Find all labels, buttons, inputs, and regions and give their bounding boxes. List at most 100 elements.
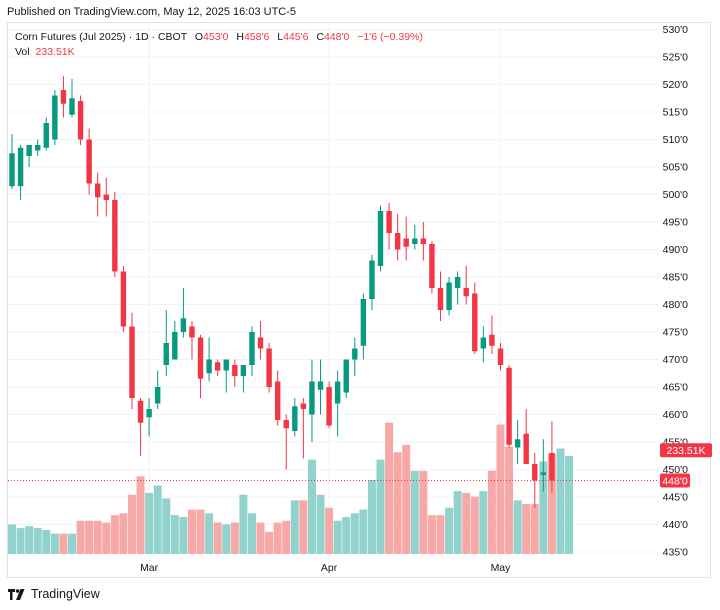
volume-bar (162, 498, 171, 554)
tradingview-brand[interactable]: TradingView (8, 587, 100, 601)
volume-bar (445, 507, 454, 554)
candle-body (69, 98, 75, 115)
candle-body (352, 348, 358, 360)
volume-bar (145, 492, 154, 554)
volume-bar (273, 522, 282, 554)
y-tick-label: 460'0 (663, 409, 689, 421)
volume-bar (367, 480, 376, 554)
y-tick-label: 440'0 (663, 519, 689, 531)
time-axis: Mar Apr May (140, 562, 511, 574)
volume-price-badge (660, 443, 712, 458)
y-tick-label: 435'0 (663, 547, 689, 559)
candle-body (317, 381, 324, 390)
candle-body (394, 233, 401, 250)
volume-bar (419, 470, 428, 554)
volume-bar (522, 504, 531, 554)
candle-body (26, 145, 32, 156)
volume-bar (33, 528, 42, 554)
volume-bar (402, 444, 411, 554)
volume-bar (565, 455, 574, 554)
candle-body (274, 381, 281, 420)
candle-body (446, 282, 452, 310)
volume-bar (119, 513, 128, 554)
volume-bar (453, 491, 462, 554)
candles (9, 76, 555, 508)
y-tick-label: 520'0 (663, 79, 689, 91)
last-price-badge (660, 473, 690, 488)
candle-body (9, 153, 15, 187)
legend: Corn Futures (Jul 2025) · 1D · CBOT O453… (15, 31, 423, 59)
x-tick-label: Mar (140, 562, 159, 574)
volume-bar (299, 500, 308, 554)
volume-bar (213, 522, 222, 554)
candle-body (540, 472, 547, 475)
y-tick-label: 475'0 (663, 327, 689, 339)
candle-body (86, 139, 92, 184)
volume-bar (385, 422, 394, 554)
candle-body (489, 334, 495, 346)
volume-bar (265, 531, 274, 554)
price-axis: 435'0440'0445'0450'0455'0460'0465'0470'0… (663, 24, 689, 559)
candle-body (472, 293, 478, 352)
volume-bar (16, 528, 25, 554)
y-tick-label: 515'0 (663, 107, 689, 119)
candle-body (514, 439, 521, 448)
candle-body (454, 277, 461, 288)
chart-frame (7, 22, 711, 578)
volume-bar (25, 526, 34, 554)
volume-bar (487, 470, 496, 554)
candle-body (403, 238, 409, 247)
volume-bar (205, 513, 214, 554)
published-caption: Published on TradingView.com, May 12, 20… (7, 6, 297, 18)
volume-bar (325, 507, 334, 554)
legend-ohlc-row: Corn Futures (Jul 2025) · 1D · CBOT O453… (15, 31, 423, 44)
y-tick-label: 525'0 (663, 52, 689, 64)
candle-body (172, 332, 178, 360)
candle-body (103, 194, 109, 200)
volume-bar (470, 496, 479, 554)
candle-body (429, 244, 435, 288)
tradingview-logo-icon (8, 588, 25, 600)
volume-bar (187, 509, 196, 554)
candle-body (532, 464, 538, 481)
candle-body (146, 409, 152, 418)
volume-bar (359, 509, 368, 554)
candle-body (95, 183, 101, 198)
volume-bar (42, 529, 51, 554)
candle-body (360, 299, 367, 346)
volume-bar (342, 517, 351, 554)
y-tick-label: 530'0 (663, 24, 689, 36)
candle-body (249, 332, 255, 365)
volume-bar (462, 492, 471, 554)
low-label: L (277, 31, 284, 43)
volume-bar (393, 452, 402, 554)
open-label: O (194, 31, 204, 43)
volume-label: Vol (15, 46, 30, 58)
volume-bar (50, 533, 59, 554)
volume-bar (505, 446, 514, 554)
volume-bar (59, 533, 68, 554)
volume-bar (556, 448, 565, 554)
x-tick-label: May (491, 562, 512, 574)
volume-bar (127, 494, 136, 554)
candle-body (506, 367, 512, 445)
candle-body (463, 288, 469, 297)
volume-bar (333, 520, 342, 554)
volume-bar (222, 524, 231, 554)
candle-body (163, 343, 169, 365)
candle-body (386, 211, 392, 233)
y-tick-label: 495'0 (663, 217, 689, 229)
volume-bar (282, 520, 291, 554)
candle-body (377, 211, 384, 266)
symbol-title[interactable]: Corn Futures (Jul 2025) · 1D · CBOT (15, 31, 187, 43)
candle-body (309, 381, 315, 415)
volume-bar (67, 533, 76, 554)
price-badges: 233.51K 448'0 (660, 443, 712, 488)
candle-body (223, 359, 229, 371)
volume-bar (436, 515, 445, 554)
x-tick-label: Apr (321, 562, 338, 574)
candle-body (266, 348, 272, 387)
legend-volume-row: Vol 233.51K (15, 46, 423, 59)
low-value: 445'6 (283, 31, 309, 43)
